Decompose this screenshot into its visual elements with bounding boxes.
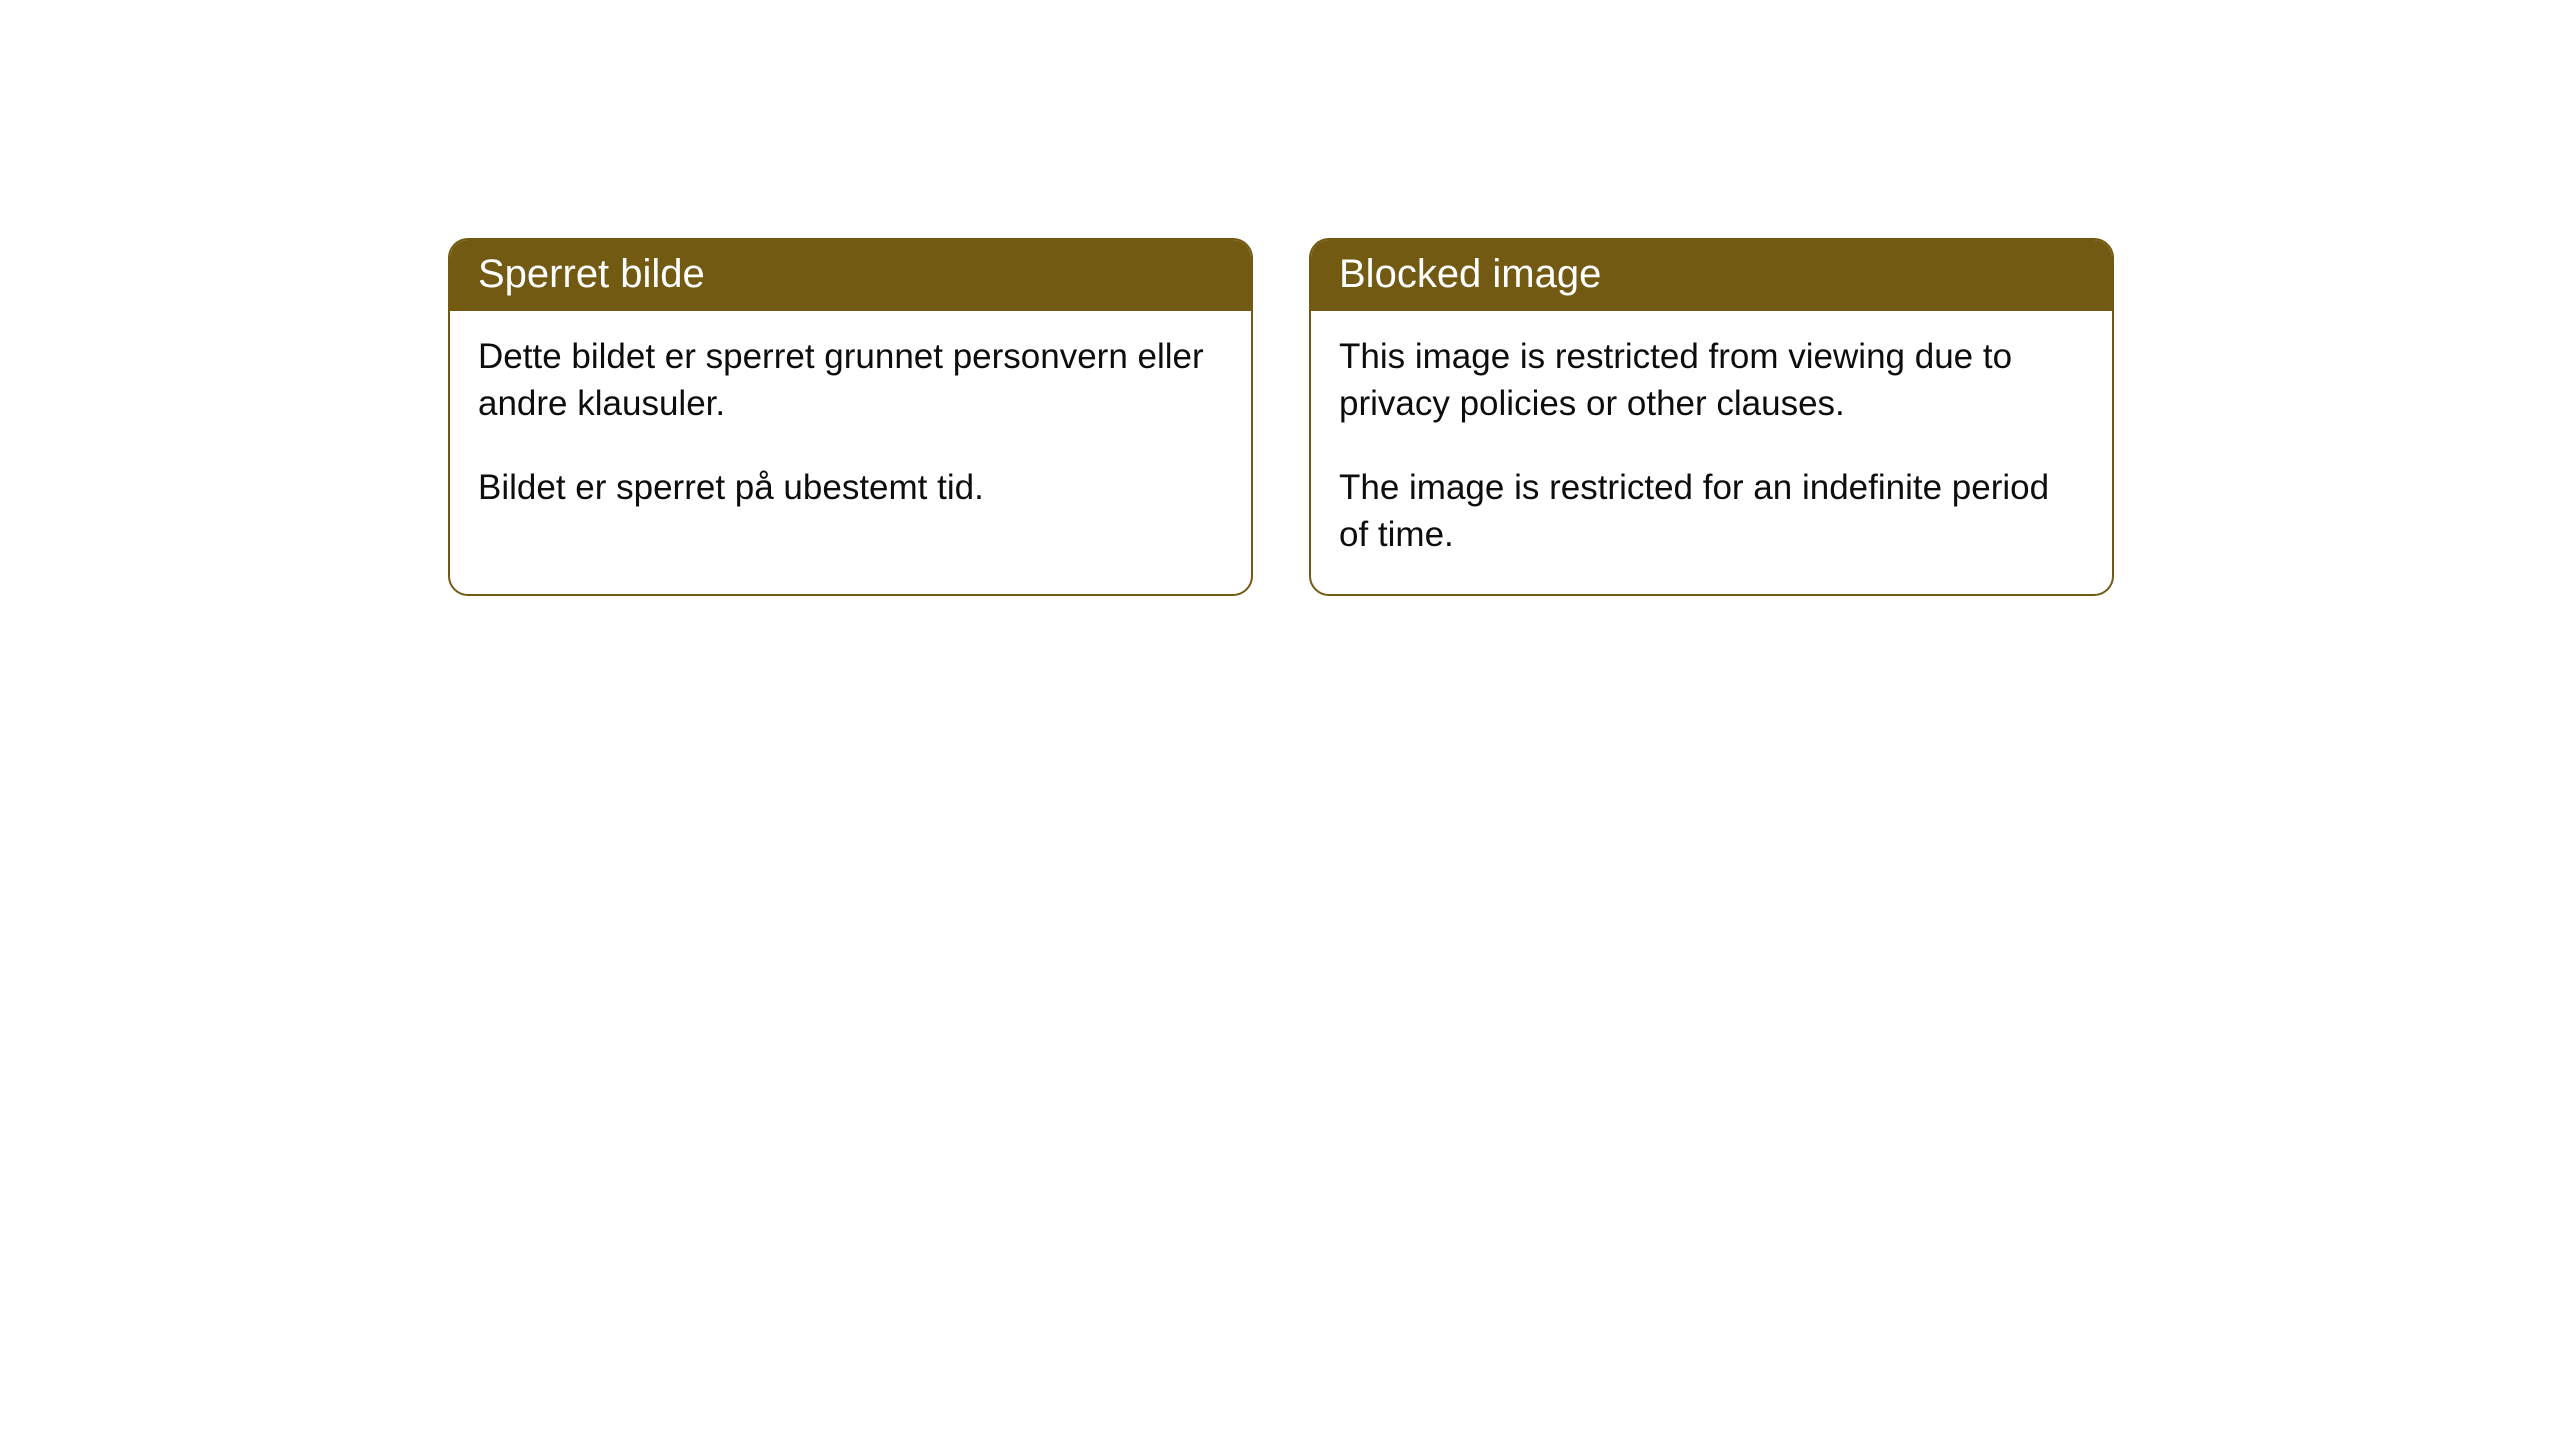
notice-container: Sperret bilde Dette bildet er sperret gr… (0, 0, 2560, 596)
body-paragraph: Dette bildet er sperret grunnet personve… (478, 333, 1223, 428)
body-paragraph: Bildet er sperret på ubestemt tid. (478, 464, 1223, 511)
card-header: Sperret bilde (450, 240, 1251, 311)
notice-card-norwegian: Sperret bilde Dette bildet er sperret gr… (448, 238, 1253, 596)
body-paragraph: The image is restricted for an indefinit… (1339, 464, 2084, 559)
card-header: Blocked image (1311, 240, 2112, 311)
card-body: Dette bildet er sperret grunnet personve… (450, 311, 1251, 547)
card-body: This image is restricted from viewing du… (1311, 311, 2112, 594)
body-paragraph: This image is restricted from viewing du… (1339, 333, 2084, 428)
notice-card-english: Blocked image This image is restricted f… (1309, 238, 2114, 596)
